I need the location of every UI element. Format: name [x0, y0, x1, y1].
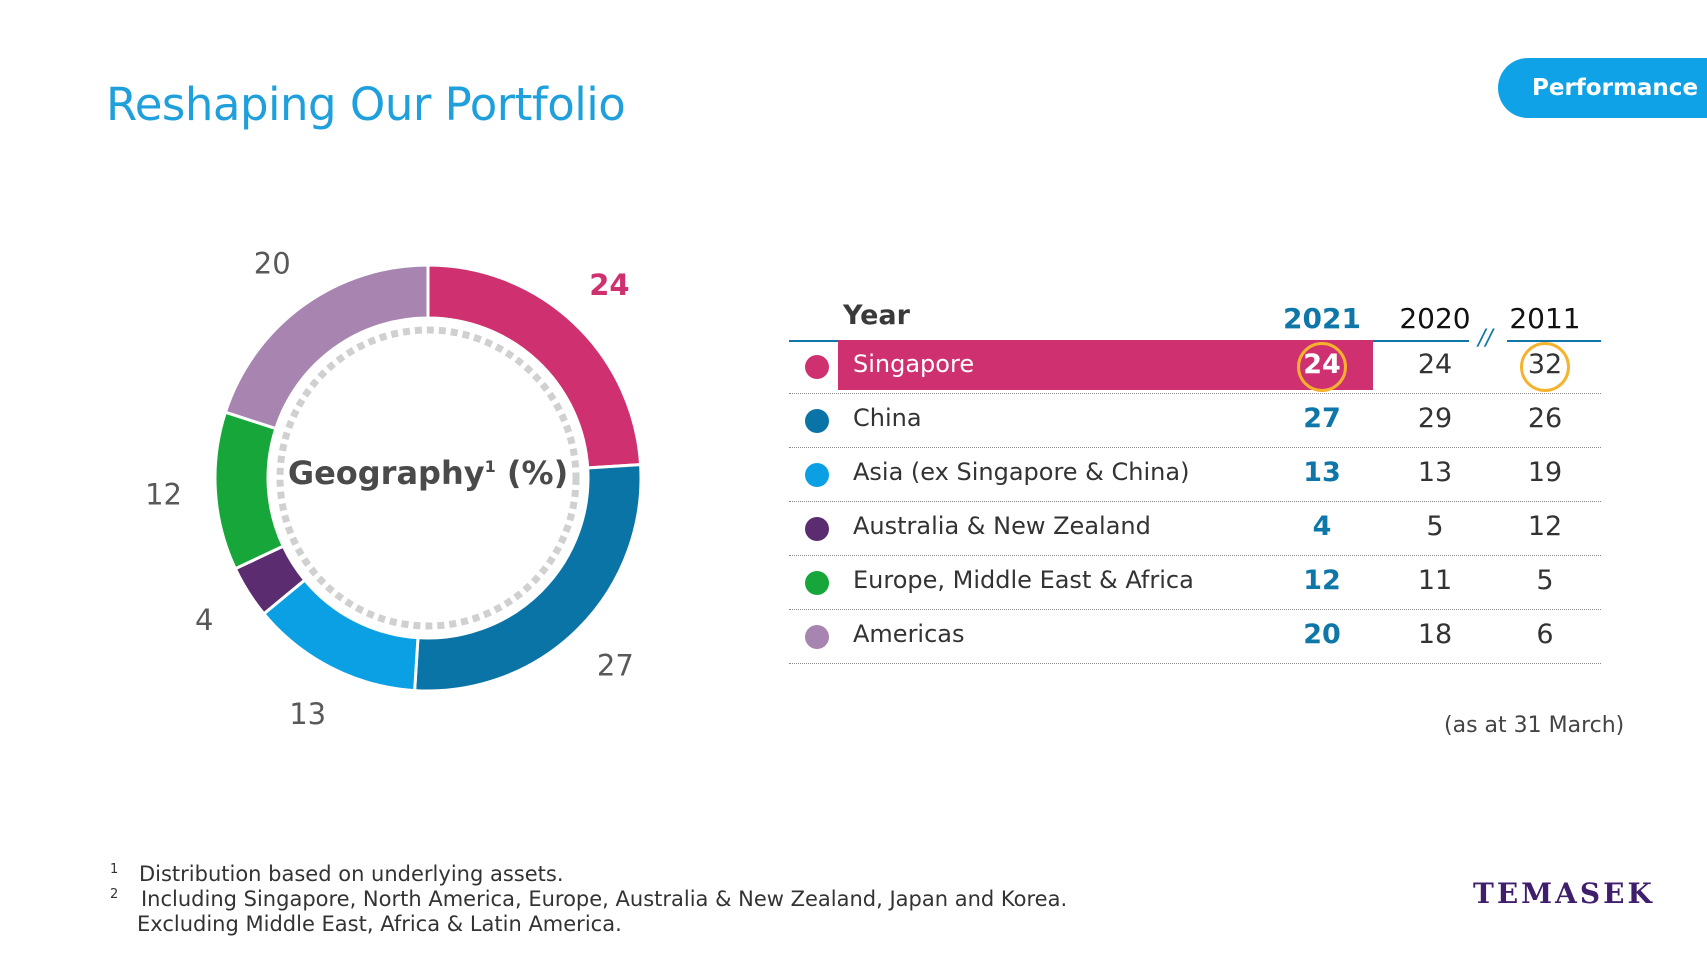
- value-2020: 11: [1417, 565, 1453, 596]
- temasek-logo: TEMASEK: [1473, 877, 1655, 910]
- value-2020: 29: [1417, 403, 1453, 434]
- table-row: Australia & New Zealand 4 5 12: [789, 502, 1601, 556]
- value-2020: 13: [1417, 457, 1453, 488]
- value-2021: 4: [1312, 511, 1332, 542]
- table-row: Europe, Middle East & Africa 12 11 5: [789, 556, 1601, 610]
- value-2021: 27: [1303, 403, 1341, 434]
- region-name: Australia & New Zealand: [853, 512, 1151, 540]
- value-2011: 5: [1536, 565, 1554, 596]
- legend-dot: [805, 355, 829, 379]
- region-name: Americas: [853, 620, 965, 648]
- legend-dot: [805, 517, 829, 541]
- geography-table: Year 2021 2020 // 2011 Singapore 24 24 32 Ch…: [789, 296, 1601, 664]
- legend-dot: [805, 463, 829, 487]
- value-2011: 26: [1527, 403, 1563, 434]
- data-label-europe-middle-east-africa: 12: [145, 478, 182, 512]
- table-body: Singapore 24 24 32 China 27 29 26 Asia (ex Singa…: [789, 340, 1601, 664]
- slice-americas: [223, 263, 430, 431]
- footnote-1: 1 Distribution based on underlying asset…: [110, 862, 564, 886]
- value-2011: 12: [1527, 511, 1563, 542]
- table-row: Asia (ex Singapore & China) 13 13 19: [789, 448, 1601, 502]
- data-label-singapore: 24: [589, 268, 629, 302]
- region-name: China: [853, 404, 922, 432]
- table-row: Singapore 24 24 32: [789, 340, 1601, 394]
- chart-center-title: Geography1 (%): [288, 454, 568, 492]
- slice-europe-middle-east-africa: [213, 410, 286, 571]
- data-label-china: 27: [597, 648, 634, 682]
- table-header: Year 2021 2020 // 2011: [789, 296, 1601, 351]
- region-name: Europe, Middle East & Africa: [853, 566, 1194, 594]
- header-rule-2011: [1507, 340, 1601, 342]
- data-label-australia-new-zealand: 4: [195, 603, 213, 637]
- header-year: Year: [843, 300, 910, 331]
- data-label-asia-ex-singapore-china: 13: [289, 697, 326, 731]
- geography-donut-chart: Geography1 (%) 24 27 13 4 12 20: [145, 247, 643, 731]
- header-2011: 2011: [1509, 302, 1581, 335]
- footnote-1-mark: 1: [110, 862, 119, 877]
- header-2021: 2021: [1283, 302, 1361, 335]
- region-name: Asia (ex Singapore & China): [853, 458, 1190, 486]
- highlight-bar: [838, 340, 1373, 390]
- value-2021: 12: [1303, 565, 1341, 596]
- value-2020: 18: [1417, 619, 1453, 650]
- footnote-2-mark: 2: [110, 887, 119, 902]
- value-2011: 19: [1527, 457, 1563, 488]
- legend-dot: [805, 571, 829, 595]
- legend-dot: [805, 625, 829, 649]
- section-tag: Performance: [1498, 58, 1707, 118]
- region-name: Singapore: [853, 350, 975, 378]
- table-row: China 27 29 26: [789, 394, 1601, 448]
- as-at-note: (as at 31 March): [1444, 713, 1625, 738]
- value-2021: 13: [1303, 457, 1341, 488]
- value-2020: 24: [1417, 349, 1453, 380]
- data-label-americas: 20: [254, 247, 291, 281]
- table-row: Americas 20 18 6: [789, 610, 1601, 664]
- header-2020: 2020: [1399, 302, 1471, 335]
- legend-dot: [805, 409, 829, 433]
- value-2020: 5: [1426, 511, 1444, 542]
- footnote-2-continued: Excluding Middle East, Africa & Latin Am…: [137, 912, 622, 936]
- footnote-1-text: Distribution based on underlying assets.: [138, 862, 564, 886]
- axis-break-mark: //: [1478, 326, 1493, 351]
- highlight-circle-2011: [1520, 342, 1570, 392]
- inner-dotted-ring: [276, 326, 580, 630]
- footnote-2-text: Including Singapore, North America, Euro…: [140, 887, 1068, 911]
- value-2021: 20: [1303, 619, 1341, 650]
- footnote-2: 2 Including Singapore, North America, Eu…: [110, 887, 1067, 911]
- page-title: Reshaping Our Portfolio: [106, 78, 626, 131]
- highlight-circle-2021: [1297, 342, 1347, 392]
- value-2011: 6: [1536, 619, 1554, 650]
